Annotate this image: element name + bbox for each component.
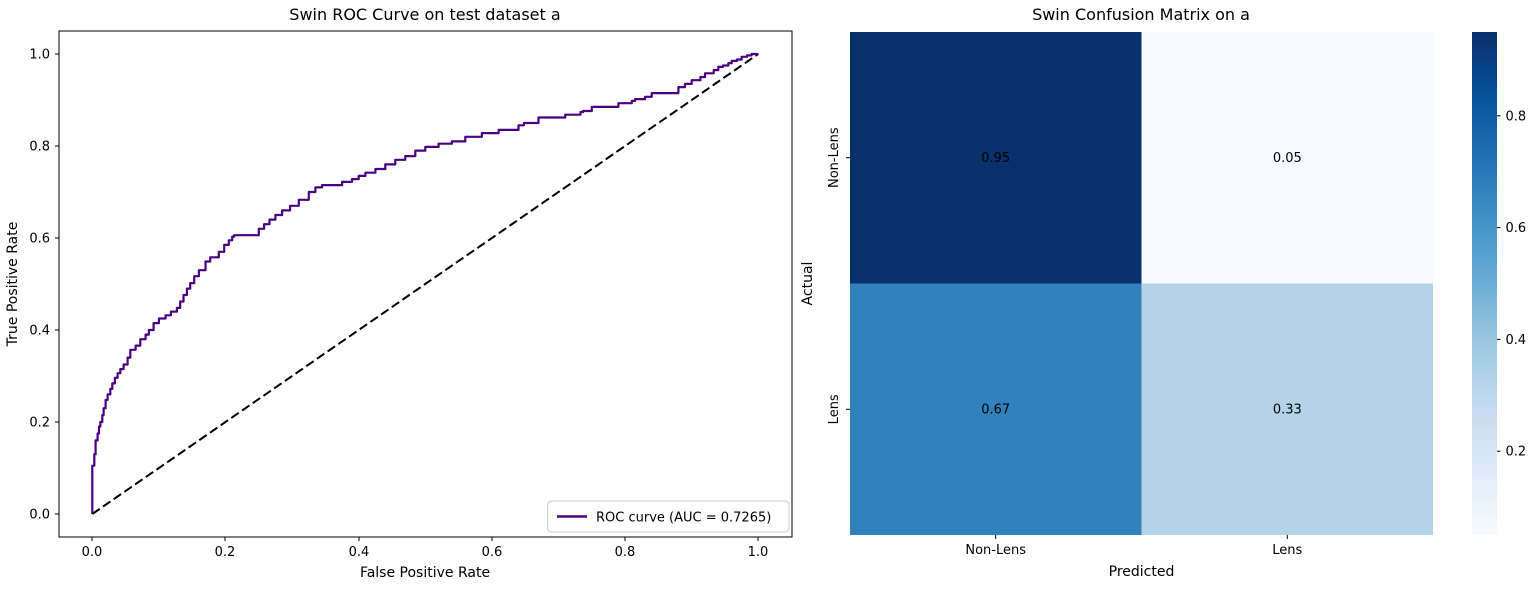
roc-plot: Swin ROC Curve on test dataset a 0.0 0.2… [5,5,793,581]
colorbar-tick: 0.8 [1506,109,1527,124]
cm-cell-actual-nonlens-pred-lens [1141,32,1433,284]
cm-x-tick: Non-Lens [965,543,1026,558]
cm-x-axis: Non-Lens Lens Predicted [965,535,1303,580]
cm-y-axis: Non-Lens Lens Actual [800,127,850,424]
roc-y-tick: 0.8 [29,140,50,155]
roc-curve-line [91,52,759,514]
roc-x-tick: 0.0 [82,545,103,560]
cm-xlabel: Predicted [1109,564,1175,580]
roc-xlabel: False Positive Rate [360,565,490,581]
roc-axes-frame [58,30,793,538]
cm-cell-value: 0.67 [981,403,1010,418]
colorbar-bar [1472,32,1497,535]
roc-y-axis: 0.0 0.2 0.4 0.6 0.8 1.0 True Positive Ra… [5,48,59,523]
roc-y-tick: 0.6 [29,232,50,247]
roc-y-tick: 0.4 [29,324,50,339]
roc-x-tick: 0.8 [615,545,636,560]
roc-x-tick: 0.4 [349,545,370,560]
cm-title: Swin Confusion Matrix on a [1032,5,1250,24]
cm-grid: 0.95 0.05 0.67 0.33 [850,32,1433,535]
colorbar-tick: 0.4 [1506,333,1527,348]
roc-ylabel: True Positive Rate [5,222,21,348]
cm-cell-value: 0.95 [981,151,1010,166]
roc-x-tick: 0.6 [482,545,503,560]
colorbar-tick: 0.2 [1506,445,1527,460]
roc-title: Swin ROC Curve on test dataset a [289,5,560,24]
cm-ylabel: Actual [800,262,816,306]
roc-x-tick: 1.0 [748,545,769,560]
chance-diagonal-line [91,53,759,515]
cm-y-tick: Lens [827,394,842,424]
confusion-matrix-plot: Swin Confusion Matrix on a 0.95 0.05 0.6… [800,5,1526,580]
colorbar: 0.8 0.6 0.4 0.2 [1472,32,1526,535]
cm-x-tick: Lens [1272,543,1302,558]
roc-x-tick: 0.2 [215,545,236,560]
legend-label: ROC curve (AUC = 0.7265) [596,511,771,526]
cm-cell-actual-lens-pred-lens [1141,283,1433,535]
roc-x-axis: 0.0 0.2 0.4 0.6 0.8 1.0 False Positive R… [82,537,769,581]
cm-cell-actual-nonlens-pred-nonlens [850,32,1142,284]
colorbar-tick: 0.6 [1506,221,1527,236]
legend-box [547,500,790,533]
roc-y-tick: 1.0 [29,48,50,63]
cm-cell-value: 0.05 [1273,151,1302,166]
cm-cell-value: 0.33 [1273,403,1302,418]
roc-y-tick: 0.0 [29,508,50,523]
cm-y-tick: Non-Lens [827,127,842,188]
roc-legend: ROC curve (AUC = 0.7265) [547,500,790,533]
cm-cell-actual-lens-pred-nonlens [850,283,1142,535]
roc-y-tick: 0.2 [29,416,50,431]
